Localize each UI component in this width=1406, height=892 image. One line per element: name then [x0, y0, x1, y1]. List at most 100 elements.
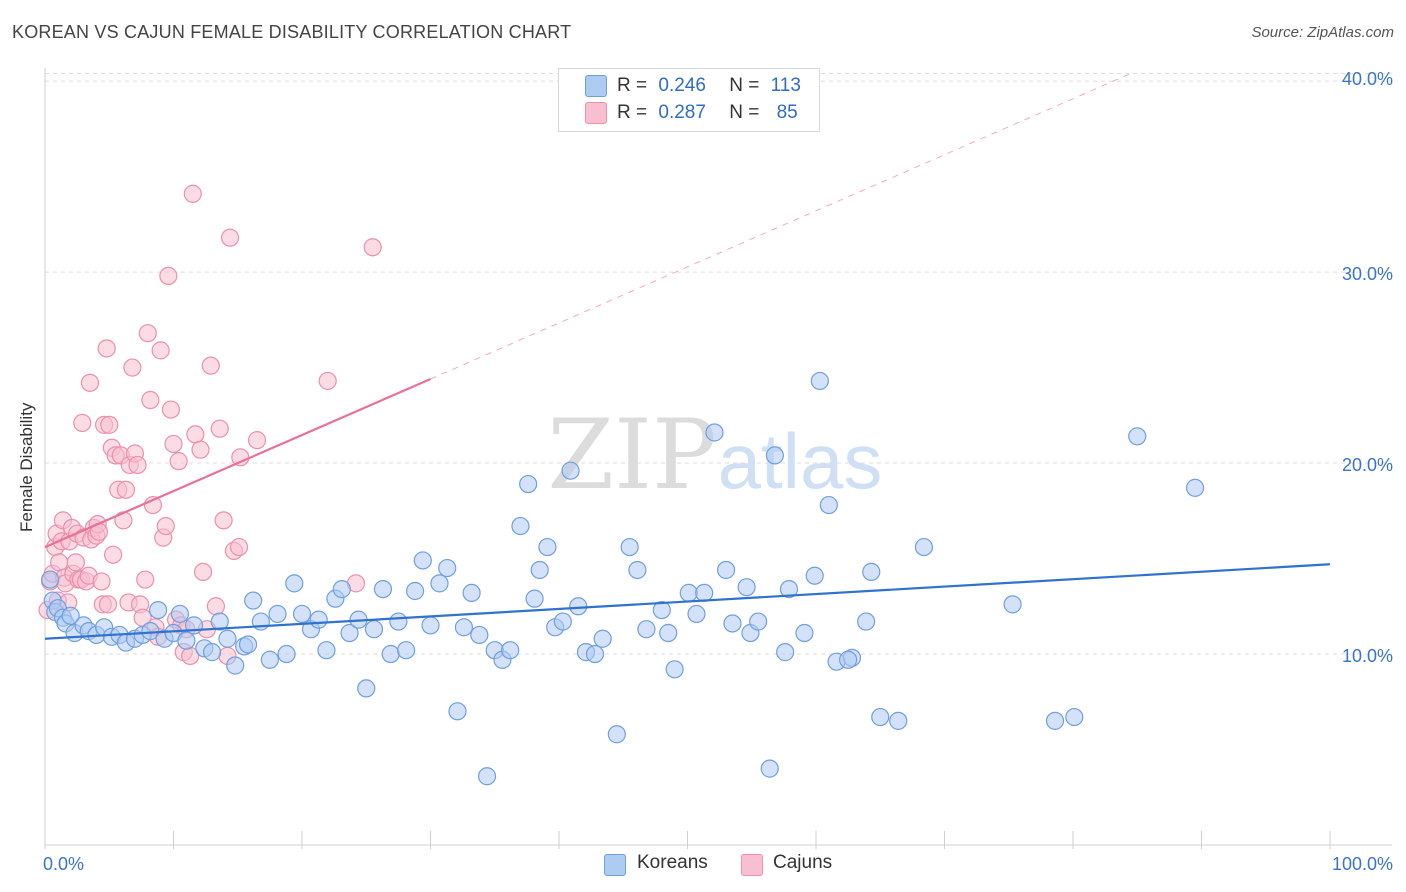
- korean-point: [170, 604, 190, 624]
- korean-point: [1128, 427, 1147, 446]
- korean-point: [317, 641, 336, 660]
- korean-point: [716, 560, 736, 580]
- korean-point: [268, 604, 287, 624]
- korean-point: [357, 679, 376, 698]
- cajun-point: [186, 425, 205, 444]
- korean-point: [1185, 478, 1205, 497]
- korean-point: [862, 562, 881, 582]
- cajun-point: [161, 400, 181, 419]
- x-tick-label: 100.0%: [1332, 854, 1393, 874]
- korean-point: [723, 614, 742, 633]
- cajun-point: [151, 341, 170, 360]
- koreans-r-value: 0.246: [658, 75, 706, 96]
- cajun-point: [164, 434, 183, 454]
- tick-labels: 10.0% 20.0% 30.0% 40.0% 0.0% 100.0%: [43, 69, 1393, 874]
- korean-point: [795, 623, 814, 643]
- korean-point: [501, 641, 520, 660]
- korean-point: [177, 631, 196, 650]
- korean-point: [454, 618, 474, 637]
- cajuns-n-label: N =: [729, 102, 760, 123]
- chart-title: KOREAN VS CAJUN FEMALE DISABILITY CORREL…: [12, 22, 572, 42]
- cajuns-n-value: 85: [776, 102, 798, 123]
- cajun-point: [220, 228, 240, 247]
- korean-point: [530, 560, 549, 580]
- korean-point: [413, 551, 432, 570]
- korean-point: [218, 629, 237, 648]
- korean-point: [41, 570, 60, 589]
- korean-point: [210, 612, 229, 631]
- cajun-point: [156, 516, 175, 536]
- watermark-atlas: atlas: [718, 417, 883, 505]
- korean-point: [462, 583, 481, 603]
- korean-point: [470, 625, 489, 645]
- cajun-point: [206, 597, 226, 616]
- cajun-point: [201, 356, 220, 375]
- korean-point: [857, 612, 876, 631]
- cajun-point: [98, 595, 118, 614]
- cajun-point: [92, 572, 111, 591]
- korean-point: [687, 604, 706, 624]
- korean-point: [914, 537, 934, 557]
- korean-point: [561, 461, 580, 480]
- korean-point: [889, 711, 908, 730]
- korean-point: [421, 616, 440, 635]
- korean-point: [1003, 595, 1022, 614]
- cajun-point: [159, 266, 178, 285]
- korean-point: [226, 656, 245, 675]
- cajun-point: [210, 419, 229, 438]
- cajun-point: [229, 537, 249, 557]
- korean-point: [61, 606, 80, 625]
- korean-point: [332, 579, 351, 599]
- korean-point: [665, 660, 684, 679]
- korean-point: [525, 589, 544, 608]
- korean-point: [569, 597, 588, 616]
- cajun-point: [97, 339, 116, 358]
- cajuns-legend-label: Cajuns: [773, 852, 833, 873]
- koreans-legend-label: Koreans: [637, 852, 708, 873]
- korean-point: [652, 600, 671, 620]
- korean-point: [628, 560, 647, 580]
- korean-point: [620, 537, 639, 557]
- korean-point: [148, 600, 168, 620]
- korean-point: [593, 629, 612, 648]
- korean-point: [405, 581, 425, 601]
- korean-point: [511, 516, 530, 536]
- korean-point: [396, 641, 416, 660]
- cajun-point: [247, 431, 267, 450]
- koreans-swatch: [585, 75, 607, 97]
- korean-point: [277, 644, 296, 664]
- cajun-point: [183, 184, 202, 203]
- korean-point: [260, 650, 279, 669]
- source-credit: Source: ZipAtlas.com: [1251, 24, 1394, 41]
- korean-point: [477, 767, 497, 786]
- watermark-zip: ZIP: [547, 399, 716, 511]
- korean-point: [519, 474, 538, 494]
- cajun-point: [50, 553, 69, 572]
- cajun-point: [80, 373, 100, 392]
- korean-point: [364, 620, 384, 639]
- korean-point: [760, 759, 779, 778]
- cajuns-r-value: 0.287: [658, 102, 706, 123]
- cajun-point: [231, 448, 250, 467]
- legend-stats: R = 0.246 N = 113 R = 0.287 N = 85: [558, 68, 820, 132]
- korean-point: [340, 623, 359, 643]
- korean-point: [1065, 707, 1084, 727]
- cajuns-swatch: [585, 102, 607, 124]
- cajun-point: [169, 452, 188, 471]
- y-axis-label: Female Disability: [17, 402, 36, 532]
- korean-point: [659, 623, 678, 643]
- watermark: ZIP atlas: [547, 399, 882, 511]
- korean-point: [448, 702, 467, 721]
- korean-point: [705, 423, 724, 442]
- korean-point: [238, 635, 258, 654]
- korean-point: [839, 650, 858, 669]
- korean-point: [679, 583, 698, 603]
- cajuns-trend-line: [44, 378, 431, 549]
- korean-point: [553, 612, 572, 631]
- korean-point: [202, 643, 222, 662]
- cajun-point: [138, 324, 157, 343]
- korean-point: [1045, 711, 1065, 730]
- x-tick-label: 0.0%: [43, 854, 84, 874]
- y-tick-label: 30.0%: [1342, 264, 1393, 284]
- cajun-point: [318, 371, 337, 391]
